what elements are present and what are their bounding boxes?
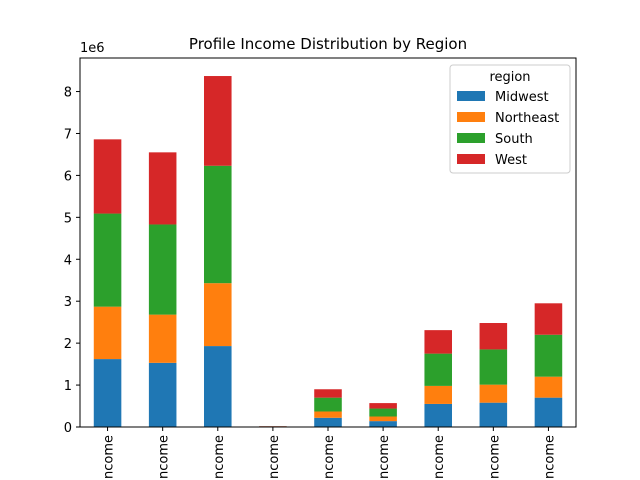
bar-midwest-6 [369,421,397,427]
y-tick-label: 3 [64,295,72,310]
y-tick-label: 0 [64,421,72,436]
x-tick-label: ncome [212,435,227,479]
bar-south-8 [479,349,508,385]
x-tick-label: ncome [487,435,502,479]
y-axis-scale-label: 1e6 [80,41,105,56]
bar-south-9 [534,334,563,377]
bar-northeast-2 [148,314,177,363]
y-tick-label: 4 [64,253,72,268]
bar-northeast-5 [314,411,342,418]
chart-title: Profile Income Distribution by Region [189,35,467,53]
x-tick-label: ncome [377,435,392,479]
bar-midwest-7 [424,403,452,427]
bar-west-5 [314,389,342,398]
bar-west-2 [148,152,177,225]
bar-midwest-3 [204,346,232,427]
bar-northeast-7 [424,385,452,404]
bar-south-7 [424,353,452,386]
y-tick-label: 1 [64,379,72,394]
legend-label-south: South [495,132,533,147]
legend-swatch-midwest [457,91,485,101]
bar-south-1 [93,213,122,307]
legend-swatch-west [457,154,485,164]
legend-label-midwest: Midwest [495,90,549,105]
legend-swatch-south [457,133,485,143]
y-tick-label: 7 [64,127,72,142]
y-tick-label: 2 [64,337,72,352]
legend-title: region [489,70,530,85]
bar-west-7 [424,330,452,354]
bar-midwest-2 [148,362,177,427]
bar-south-2 [148,224,177,315]
x-tick-label: ncome [432,435,447,479]
bar-midwest-9 [534,397,563,427]
bar-west-6 [369,403,397,409]
x-tick-label: ncome [322,435,337,479]
bar-northeast-9 [534,376,563,398]
legend-swatch-northeast [457,112,485,122]
x-tick-label: ncome [157,435,172,479]
plot-frame [79,57,577,428]
bar-northeast-6 [369,416,397,422]
bar-west-8 [479,323,508,350]
bar-south-6 [369,408,397,417]
bar-west-3 [204,76,232,166]
y-tick-label: 5 [64,211,72,226]
x-tick-label: ncome [267,435,282,479]
bar-northeast-3 [204,283,232,347]
bar-northeast-1 [93,306,122,360]
bar-south-5 [314,397,342,412]
bar-west-9 [534,303,563,335]
legend: region Midwest Northeast South West [449,64,571,174]
x-tick-label: ncome [102,435,117,479]
bars-group [93,76,563,427]
legend-label-west: West [495,153,527,168]
bar-northeast-8 [479,384,508,403]
bar-midwest-8 [479,402,508,427]
x-tick-label: ncome [542,435,557,479]
bar-midwest-1 [93,359,122,427]
y-tick-label: 8 [64,86,72,101]
legend-label-northeast: Northeast [495,111,559,126]
x-axis: ncome ncome ncome ncome ncome ncome ncome ncome… [102,427,557,479]
y-axis: 0 1 2 3 4 5 6 7 8 [64,86,80,436]
bar-midwest-5 [314,417,342,427]
bar-south-3 [204,165,232,284]
y-tick-label: 6 [64,169,72,184]
bar-west-1 [93,139,122,214]
